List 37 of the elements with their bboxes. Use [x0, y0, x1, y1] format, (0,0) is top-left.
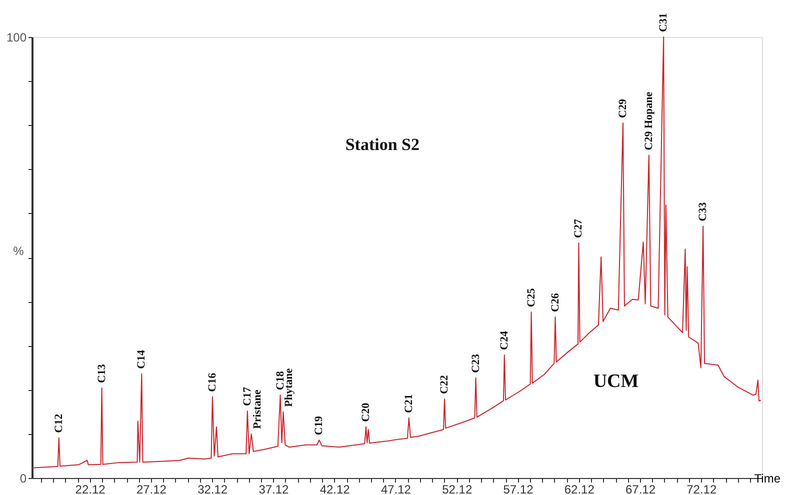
annotation: C17	[241, 386, 254, 406]
annotation: C12	[52, 413, 65, 433]
annotation: C31	[658, 13, 670, 32]
x-tick-label: 47.12	[380, 482, 412, 495]
y-tick-label: 100	[6, 30, 27, 44]
annotation: C16	[206, 372, 218, 392]
x-tick-label: 27.12	[136, 482, 167, 495]
y-axis-title: %	[13, 244, 24, 258]
x-tick-label: 52.12	[442, 482, 472, 495]
line-series	[32, 36, 762, 468]
y-tick-label: 0	[20, 472, 27, 486]
annotation: C29 Hopane	[642, 92, 655, 150]
x-tick-label: 67.12	[625, 482, 656, 495]
annotation: C26	[549, 292, 562, 312]
annotation: C14	[136, 349, 148, 369]
x-tick-label: 37.12	[258, 482, 290, 495]
annotation: UCM	[593, 370, 639, 392]
annotation: C13	[96, 364, 108, 384]
x-tick-label: 72.12	[686, 482, 717, 495]
annotation: C21	[402, 394, 415, 414]
x-axis-title: Time	[754, 472, 781, 486]
annotation: Pristane	[251, 390, 264, 429]
x-tick-label: 57.12	[503, 482, 534, 495]
annotation: C29	[616, 98, 629, 118]
annotation: C33	[697, 202, 710, 222]
annotation: C24	[498, 330, 510, 350]
annotation: C25	[525, 288, 538, 308]
x-tick-label: 22.12	[75, 482, 106, 495]
x-tick-label: 32.12	[198, 482, 228, 495]
x-tick-label: 42.12	[320, 482, 350, 495]
annotation: C19	[313, 416, 326, 436]
annotation: C23	[470, 353, 482, 373]
annotation: C22	[438, 374, 450, 394]
annotation: C27	[572, 218, 585, 238]
annotation: C20	[360, 402, 372, 422]
annotation: Station S2	[345, 135, 420, 154]
x-tick-label: 62.12	[564, 482, 595, 495]
